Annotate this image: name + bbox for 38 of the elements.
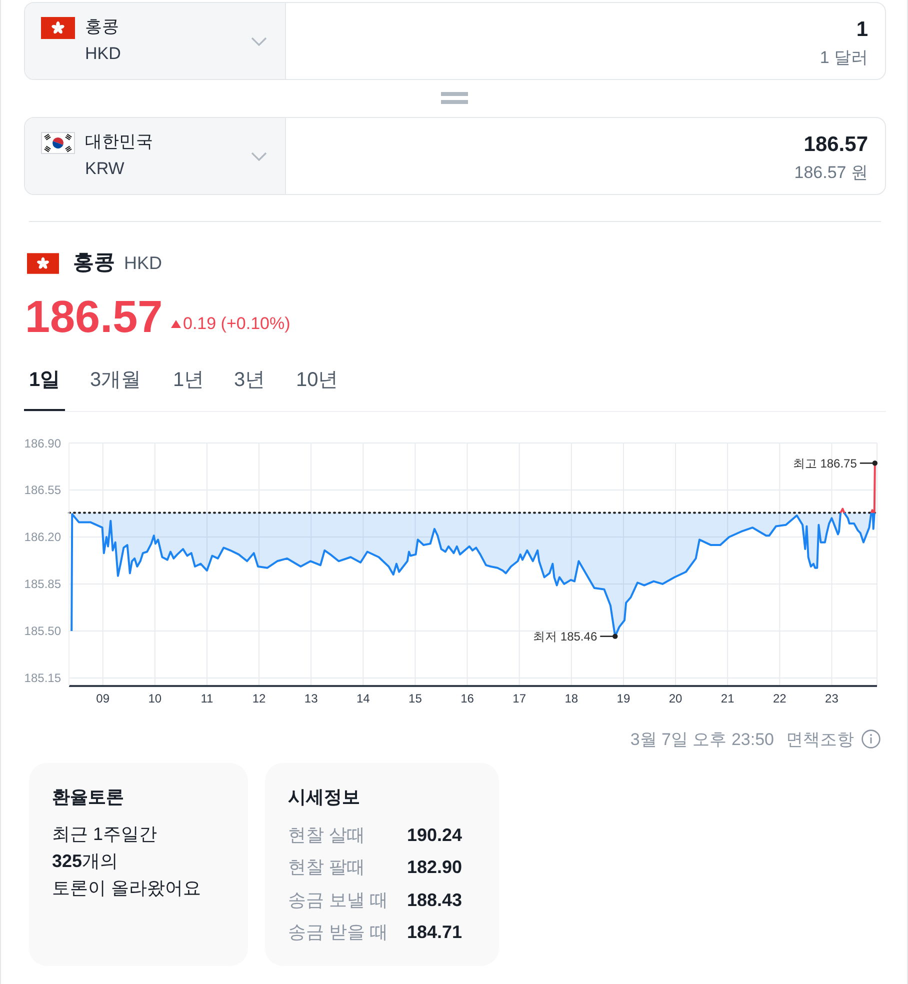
text: 1년 xyxy=(173,368,204,393)
text: 3년 xyxy=(234,368,266,393)
annotation: 최저 185.46 xyxy=(533,630,598,644)
text: 10년 xyxy=(296,368,338,393)
chart-subtitle: HKD xyxy=(124,252,162,275)
y-tick-label: 185.50 xyxy=(24,624,62,638)
card-panel: 시세정보 현찰 살때 190.24 현찰 팔때 182.90 송금 보낼 때 188.43 송금 받을 때 184.71 xyxy=(265,763,499,966)
text: 186.57 xyxy=(25,290,163,344)
x-tick-label: 21 xyxy=(720,692,735,706)
card-panel: 환율토론 최근 1주일간 325개의 토론이 올라왔어요 xyxy=(29,763,248,966)
text: 0.19 (+0.10%) xyxy=(183,313,290,335)
currency-field: 대한민국 KRW 186.57 186.57 원 xyxy=(24,117,886,195)
x-tick-label: 23 xyxy=(825,692,839,706)
x-tick-label: 22 xyxy=(772,692,787,706)
text: 3월 7일 오후 23:50 xyxy=(630,728,774,750)
x-tick-label: 10 xyxy=(148,692,162,706)
x-tick-label: 13 xyxy=(304,692,318,706)
text: 면책조항 xyxy=(786,728,854,750)
y-tick-label: 186.20 xyxy=(24,530,62,544)
text: 1일 xyxy=(29,368,60,393)
annotation: 최고 186.75 xyxy=(792,456,858,470)
currency-field: 홍콩 HKD 1 1 달러 xyxy=(24,2,886,80)
x-tick-label: 19 xyxy=(616,692,630,706)
y-tick-label: 185.85 xyxy=(24,577,62,592)
x-tick-label: 14 xyxy=(356,692,370,706)
x-tick-label: 11 xyxy=(200,692,214,706)
x-tick-label: 15 xyxy=(408,692,422,706)
text: 3개월 xyxy=(90,368,142,393)
x-tick-label: 17 xyxy=(512,692,526,706)
y-tick-label: 186.90 xyxy=(24,436,62,450)
chart-title: 홍콩 xyxy=(73,250,115,276)
x-tick-label: 16 xyxy=(460,692,474,706)
x-tick-label: 20 xyxy=(668,692,683,706)
y-tick-label: 186.55 xyxy=(24,483,62,498)
x-tick-label: 12 xyxy=(252,692,266,706)
y-tick-label: 185.15 xyxy=(24,671,62,686)
x-tick-label: 09 xyxy=(96,692,110,706)
x-tick-label: 18 xyxy=(564,692,578,706)
